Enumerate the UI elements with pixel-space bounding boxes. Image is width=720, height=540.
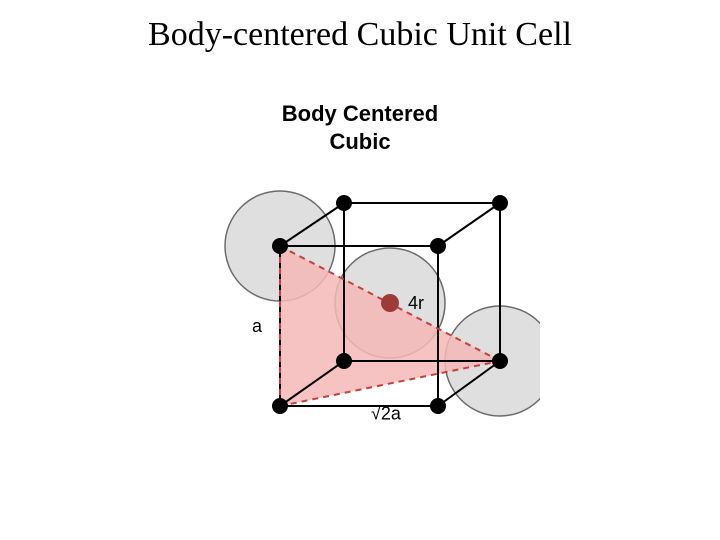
label-a: a xyxy=(252,316,263,336)
label-sqrt2a: √2a xyxy=(371,404,402,424)
atom-center xyxy=(381,294,399,312)
figure-title: Body Centered Cubic xyxy=(180,100,540,155)
atom-back-bl xyxy=(336,353,352,369)
atom-back-tl xyxy=(336,195,352,211)
atom-back-tr xyxy=(492,195,508,211)
page-title: Body-centered Cubic Unit Cell xyxy=(0,16,720,54)
atom-front-bl xyxy=(272,398,288,414)
figure-title-line2: Cubic xyxy=(329,129,390,154)
edge-depth-tr xyxy=(438,203,500,246)
bcc-svg: a 4r √2a xyxy=(180,161,540,461)
bcc-figure: Body Centered Cubic a 4r √2a xyxy=(180,100,540,480)
atom-front-tl xyxy=(272,238,288,254)
label-4r: 4r xyxy=(408,293,424,313)
atom-back-br xyxy=(492,353,508,369)
atom-front-br xyxy=(430,398,446,414)
atom-front-tr xyxy=(430,238,446,254)
figure-title-line1: Body Centered xyxy=(282,101,438,126)
